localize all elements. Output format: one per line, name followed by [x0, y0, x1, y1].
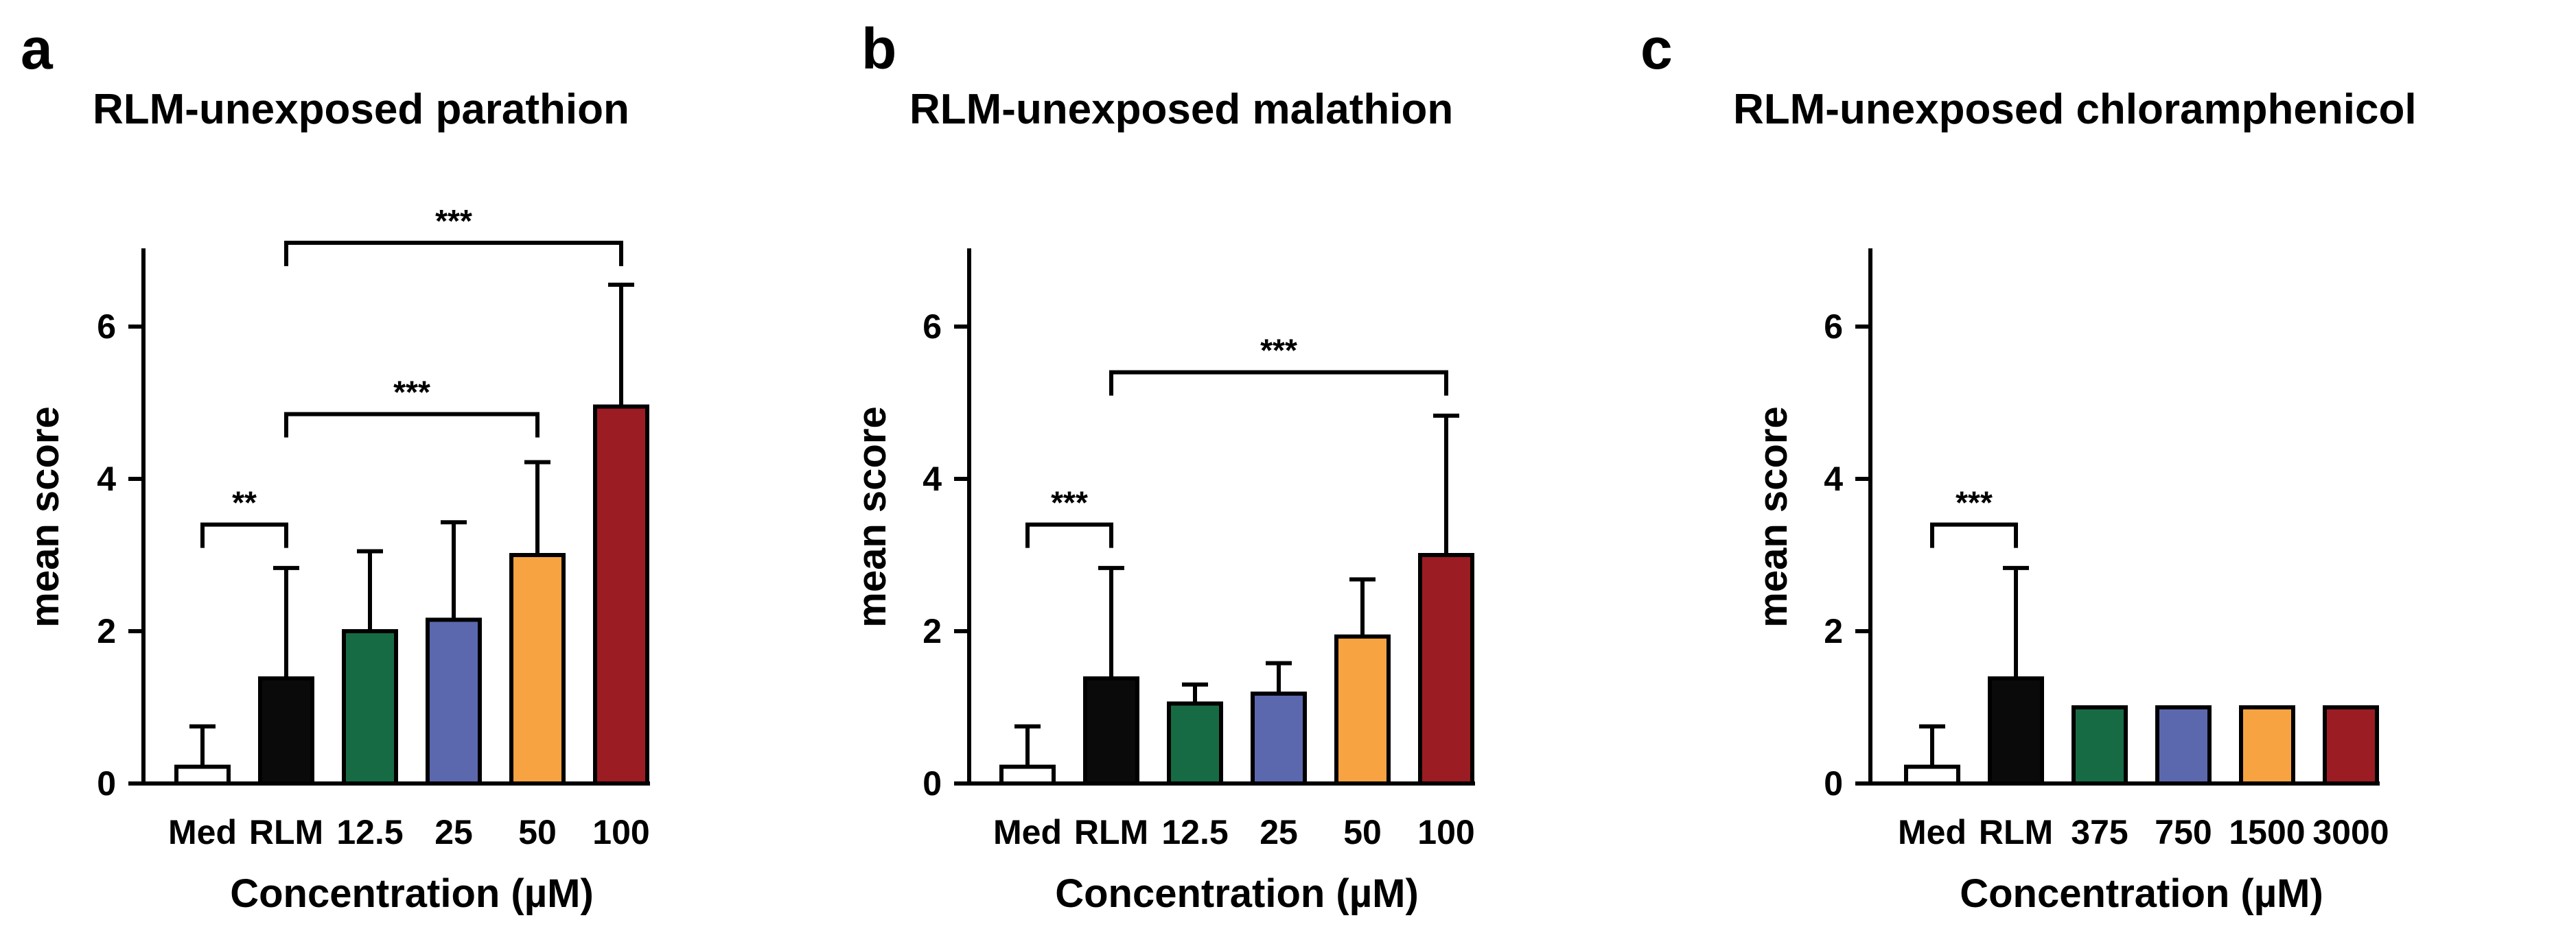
chart-title: RLM-unexposed malathion	[909, 86, 1453, 133]
y-tick-label: 4	[923, 460, 942, 498]
x-category-label: 3000	[2312, 813, 2389, 851]
y-tick-label: 4	[97, 460, 116, 498]
x-axis-label: Concentration (µM)	[230, 871, 594, 916]
x-category-label: RLM	[1979, 813, 2053, 851]
bar-12-5	[342, 629, 398, 786]
y-tick-label: 2	[97, 612, 116, 650]
x-category-label: 375	[2071, 813, 2128, 851]
bar-375	[2072, 705, 2128, 786]
y-tick-label: 4	[1824, 460, 1843, 498]
chart-title: RLM-unexposed parathion	[93, 86, 629, 133]
significance-bracket	[1930, 522, 2018, 548]
x-category-label: Med	[1898, 813, 1966, 851]
bar-750	[2155, 705, 2212, 786]
x-category-label: Med	[993, 813, 1062, 851]
significance-bracket	[200, 522, 288, 548]
bar-1500	[2239, 705, 2295, 786]
bar-100	[593, 404, 649, 786]
bar-3000	[2323, 705, 2379, 786]
significance-bracket	[1025, 522, 1113, 548]
x-category-label: RLM	[249, 813, 323, 851]
x-category-label: 50	[1343, 813, 1382, 851]
bar-50	[1334, 634, 1391, 786]
panel-c: c RLM-unexposed chloramphenicol 0 2 4 6 mean s…	[1640, 16, 2417, 916]
x-category-label: 100	[592, 813, 649, 851]
y-tick-label: 0	[923, 764, 942, 803]
x-category-label: Med	[168, 813, 237, 851]
x-category-label: 25	[434, 813, 473, 851]
panel-b: b RLM-unexposed malathion 0 2 4 6 mean score Me…	[850, 16, 1475, 916]
bar-rlm	[1988, 676, 2044, 786]
x-category-label: 1500	[2229, 813, 2305, 851]
significance-label: ***	[1051, 485, 1088, 521]
x-category-label: RLM	[1074, 813, 1148, 851]
bar-25	[1251, 692, 1307, 786]
y-tick-label: 6	[1824, 307, 1843, 346]
bar-100	[1418, 553, 1474, 786]
x-axis-label: Concentration (µM)	[1960, 871, 2323, 916]
significance-bracket	[284, 412, 539, 438]
bar-12-5	[1167, 701, 1223, 786]
y-tick-label: 0	[1824, 764, 1843, 803]
y-tick-label: 6	[923, 307, 942, 346]
bar-25	[426, 617, 482, 786]
significance-label: ***	[393, 375, 430, 410]
significance-label: **	[232, 485, 257, 521]
panel-letter: a	[21, 16, 54, 81]
bar-med	[999, 764, 1056, 786]
y-axis-label: mean score	[850, 406, 894, 627]
significance-label: ***	[435, 203, 472, 239]
x-category-label: 25	[1260, 813, 1298, 851]
bar-med	[1904, 764, 1960, 786]
significance-label: ***	[1956, 485, 1993, 521]
y-tick-label: 2	[923, 612, 942, 650]
bar-rlm	[258, 676, 314, 786]
x-category-label: 12.5	[1161, 813, 1228, 851]
significance-bracket	[1109, 370, 1448, 396]
figure-panels: a RLM-unexposed parathion 0 2 4 6 mean score Me…	[21, 16, 2417, 916]
significance-bracket	[284, 240, 623, 266]
y-axis-label: mean score	[1751, 406, 1796, 627]
significance-label: ***	[1260, 333, 1297, 368]
panel-letter: b	[861, 16, 896, 81]
bar-50	[509, 553, 566, 786]
bar-med	[174, 764, 231, 786]
x-axis-label: Concentration (µM)	[1055, 871, 1419, 916]
panel-letter: c	[1640, 16, 1673, 81]
x-category-label: 750	[2155, 813, 2212, 851]
y-tick-label: 0	[97, 764, 116, 803]
x-category-label: 12.5	[336, 813, 403, 851]
y-tick-label: 2	[1824, 612, 1843, 650]
x-category-label: 50	[518, 813, 557, 851]
y-axis-label: mean score	[23, 406, 67, 627]
bar-rlm	[1083, 676, 1139, 786]
x-category-label: 100	[1417, 813, 1474, 851]
y-tick-label: 6	[97, 307, 116, 346]
panel-a: a RLM-unexposed parathion 0 2 4 6 mean score Me…	[21, 16, 650, 916]
chart-title: RLM-unexposed chloramphenicol	[1733, 86, 2417, 133]
